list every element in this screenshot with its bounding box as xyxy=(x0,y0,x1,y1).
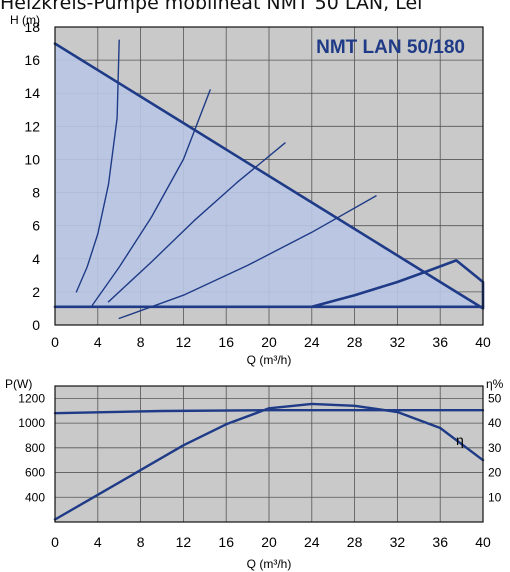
head-x-tick: 28 xyxy=(347,334,363,350)
power-curves xyxy=(53,402,485,521)
efficiency-y-tick: 50 xyxy=(488,391,502,405)
power-x-axis-label: Q (m³/h) xyxy=(247,557,292,571)
efficiency-y-axis-label: η% xyxy=(486,377,504,391)
head-x-axis-label: Q (m³/h) xyxy=(247,353,292,367)
efficiency-y-tick: 40 xyxy=(488,416,502,430)
power-y-tick: 1200 xyxy=(18,391,45,405)
efficiency-y-tick: 30 xyxy=(488,441,502,455)
head-y-tick: 8 xyxy=(32,185,40,201)
efficiency-curve-label: η xyxy=(456,432,464,448)
head-x-tick: 20 xyxy=(261,334,277,350)
power-y-tick-labels: 400 600 800 1000 1200 xyxy=(18,391,45,504)
power-x-tick: 24 xyxy=(304,534,320,550)
head-y-tick: 16 xyxy=(24,52,40,68)
power-y-tick: 400 xyxy=(25,490,45,504)
power-x-tick: 12 xyxy=(176,534,192,550)
head-y-tick-labels: 0 2 4 6 8 10 12 14 16 18 xyxy=(24,19,40,333)
head-y-tick: 10 xyxy=(24,151,40,167)
power-curve-1 xyxy=(53,402,485,521)
head-curve-4 xyxy=(91,89,211,306)
head-curve-5 xyxy=(107,142,286,303)
head-y-axis-label: H (m) xyxy=(10,13,40,27)
head-curve-3 xyxy=(75,39,120,293)
head-x-tick: 16 xyxy=(218,334,234,350)
power-x-tick: 32 xyxy=(390,534,406,550)
head-plot-frame xyxy=(54,26,484,326)
power-x-tick: 20 xyxy=(261,534,277,550)
power-x-tick: 0 xyxy=(51,534,59,550)
head-y-tick: 6 xyxy=(32,218,40,234)
efficiency-y-tick-labels: 10 20 30 40 50 xyxy=(488,391,502,504)
head-y-tick: 14 xyxy=(24,85,40,101)
head-y-tick: 12 xyxy=(24,118,40,134)
head-chart-title: NMT LAN 50/180 xyxy=(316,37,465,58)
head-x-tick: 36 xyxy=(432,334,448,350)
power-y-tick: 600 xyxy=(25,466,45,480)
power-x-tick: 4 xyxy=(94,534,102,550)
efficiency-y-tick: 20 xyxy=(488,466,502,480)
power-curve-0 xyxy=(53,409,485,415)
head-x-tick: 32 xyxy=(390,334,406,350)
head-y-tick: 2 xyxy=(32,284,40,300)
power-x-tick: 36 xyxy=(432,534,448,550)
head-y-tick: 0 xyxy=(32,317,40,333)
head-x-tick-labels: 0 4 8 12 16 20 24 28 32 36 40 xyxy=(51,334,491,350)
head-y-tick: 18 xyxy=(24,19,40,35)
head-x-tick: 0 xyxy=(51,334,59,350)
power-y-tick: 800 xyxy=(25,441,45,455)
power-efficiency-chart: 0 4 8 12 16 20 24 28 32 36 40 400 600 800 1000 1200 10… xyxy=(5,377,504,571)
page-title: Heizkreis-Pumpe mobilheat NMT 50 LAN, Le… xyxy=(0,0,423,14)
power-y-tick: 1000 xyxy=(18,416,45,430)
head-x-tick: 8 xyxy=(137,334,145,350)
power-x-tick: 16 xyxy=(218,534,234,550)
power-y-axis-label: P(W) xyxy=(5,377,32,391)
power-x-tick: 28 xyxy=(347,534,363,550)
head-x-tick: 40 xyxy=(475,334,491,350)
power-x-tick: 40 xyxy=(475,534,491,550)
head-x-tick: 12 xyxy=(176,334,192,350)
power-x-tick-labels: 0 4 8 12 16 20 24 28 32 36 40 xyxy=(51,534,491,550)
efficiency-y-tick: 10 xyxy=(488,490,502,504)
head-curves xyxy=(53,39,485,320)
head-x-tick: 24 xyxy=(304,334,320,350)
head-curve-6 xyxy=(118,195,377,320)
head-curve-0 xyxy=(53,42,485,310)
head-y-tick: 4 xyxy=(32,251,40,267)
power-plot-frame xyxy=(54,385,484,523)
power-x-tick: 8 xyxy=(137,534,145,550)
head-x-tick: 4 xyxy=(94,334,102,350)
